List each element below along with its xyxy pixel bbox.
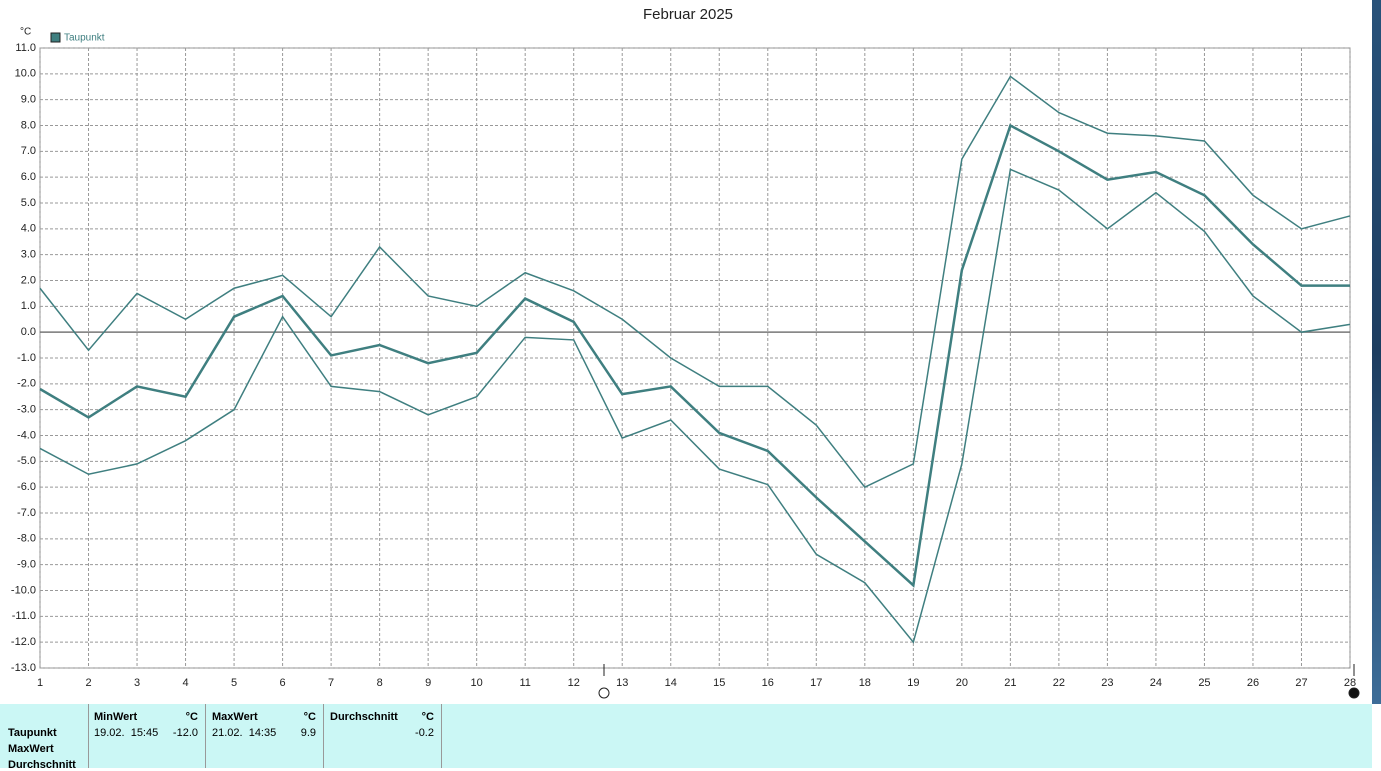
- y-tick-label: -3.0: [17, 404, 36, 416]
- y-tick-label: -7.0: [17, 507, 36, 519]
- y-tick-label: -11.0: [12, 610, 36, 622]
- cell: -12.0: [172, 727, 198, 739]
- x-tick-label: 13: [616, 677, 628, 689]
- y-tick-label: 5.0: [21, 197, 36, 209]
- series-line: [39, 168, 1351, 644]
- y-tick-label: 3.0: [21, 249, 36, 261]
- legend-label: Taupunkt: [64, 33, 105, 44]
- column-header: Durchschnitt: [330, 711, 398, 723]
- y-tick-label: 0.0: [21, 326, 36, 338]
- column-header: MaxWert: [212, 711, 258, 723]
- x-tick-label: 3: [134, 677, 140, 689]
- x-tick-label: 18: [859, 677, 871, 689]
- x-tick-label: 15: [713, 677, 725, 689]
- x-tick-label: 1: [37, 677, 43, 689]
- chart: Februar 2025 °C Taupunkt 11.010.09.08.07…: [11, 0, 1381, 704]
- y-tick-label: -1.0: [17, 352, 36, 364]
- x-tick-label: 21: [1004, 677, 1016, 689]
- x-tick-label: 16: [762, 677, 774, 689]
- y-tick-label: -5.0: [17, 455, 36, 467]
- separator: [205, 704, 206, 768]
- separator: [88, 704, 89, 768]
- y-tick-label: 4.0: [21, 223, 36, 235]
- x-tick-label: 12: [568, 677, 580, 689]
- y-tick-label: 10.0: [15, 68, 36, 80]
- background-strip: [1372, 0, 1381, 704]
- y-tick-label: 1.0: [21, 300, 36, 312]
- cell: 21.02. 14:35: [212, 727, 277, 739]
- x-tick-label: 22: [1053, 677, 1065, 689]
- column-unit: °C: [303, 711, 316, 723]
- x-tick-label: 14: [665, 677, 677, 689]
- y-tick-label: 6.0: [21, 171, 36, 183]
- y-tick-label: -6.0: [17, 481, 36, 493]
- column-unit: °C: [421, 711, 434, 723]
- x-tick-label: 24: [1150, 677, 1162, 689]
- row-label: Durchschnitt: [8, 759, 76, 771]
- y-tick-label: -10.0: [11, 584, 36, 596]
- moon-full: [598, 687, 610, 699]
- y-tick-label: -13.0: [11, 662, 36, 674]
- x-tick-label: 11: [519, 677, 530, 689]
- x-tick-label: 17: [810, 677, 822, 689]
- summary-table: Taupunkt MaxWert Durchschnitt MinWert °C…: [0, 704, 1372, 771]
- x-tick-label: 20: [956, 677, 968, 689]
- cell: -0.2: [415, 727, 434, 739]
- row-label: Taupunkt: [8, 727, 57, 739]
- y-tick-label: 7.0: [21, 145, 36, 157]
- x-tick-label: 8: [377, 677, 383, 689]
- x-tick-label: 25: [1198, 677, 1210, 689]
- series-line: [39, 75, 1351, 489]
- x-tick-label: 19: [907, 677, 919, 689]
- separator: [323, 704, 324, 768]
- legend-swatch: [50, 32, 61, 43]
- x-tick-label: 7: [328, 677, 334, 689]
- y-tick-label: -4.0: [17, 429, 36, 441]
- cell: 9.9: [300, 727, 316, 739]
- x-tick-label: 23: [1101, 677, 1113, 689]
- x-tick-label: 4: [182, 677, 188, 689]
- x-tick-label: 10: [471, 677, 483, 689]
- x-tick-label: 27: [1295, 677, 1307, 689]
- y-tick-label: 8.0: [21, 119, 36, 131]
- column-unit: °C: [185, 711, 198, 723]
- y-tick-label: -8.0: [17, 533, 36, 545]
- series-line: [39, 123, 1350, 588]
- y-tick-label: -2.0: [17, 378, 36, 390]
- cell: 19.02. 15:45: [94, 727, 159, 739]
- separator: [441, 704, 442, 768]
- x-tick-label: 26: [1247, 677, 1259, 689]
- x-tick-label: 5: [231, 677, 237, 689]
- y-unit: °C: [20, 27, 31, 38]
- y-tick-label: -9.0: [17, 559, 36, 571]
- y-tick-label: 2.0: [21, 274, 36, 286]
- y-tick-label: 9.0: [21, 94, 36, 106]
- x-tick-label: 2: [85, 677, 91, 689]
- x-tick-label: 28: [1344, 677, 1356, 689]
- row-label: MaxWert: [8, 743, 54, 755]
- y-tick-label: 11.0: [15, 42, 36, 54]
- column-header: MinWert: [94, 711, 138, 723]
- x-tick-label: 9: [425, 677, 431, 689]
- chart-title: Februar 2025: [643, 6, 733, 23]
- x-tick-label: 6: [280, 677, 286, 689]
- moon-new: [1348, 687, 1360, 699]
- y-tick-label: -12.0: [11, 636, 36, 648]
